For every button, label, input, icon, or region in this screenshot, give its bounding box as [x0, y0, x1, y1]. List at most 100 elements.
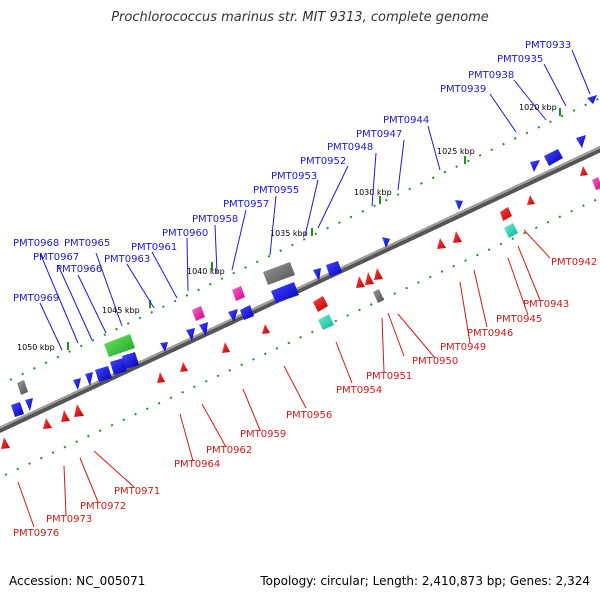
- gene-label[interactable]: PMT0973: [46, 514, 92, 525]
- gene-arrow: [576, 135, 586, 148]
- gene-block: [544, 149, 563, 166]
- gene-label[interactable]: PMT0949: [440, 342, 486, 353]
- genome-backbone: [0, 146, 600, 433]
- kbp-label: 1045 kbp: [102, 306, 140, 315]
- kbp-label: 1040 kbp: [187, 267, 225, 276]
- gene-label[interactable]: PMT0957: [223, 199, 269, 210]
- forward-leaders: [39, 49, 591, 351]
- gene-block: [11, 402, 24, 417]
- gene-arrow: [43, 418, 52, 429]
- gene-arrow: [313, 268, 321, 281]
- gene-arrow: [157, 372, 165, 383]
- gene-label[interactable]: PMT0961: [131, 242, 177, 253]
- gene-arrow: [74, 404, 84, 417]
- gene-block: [192, 306, 205, 321]
- gene-label[interactable]: PMT0960: [162, 228, 208, 239]
- gene-block: [232, 286, 245, 301]
- gene-block: [95, 366, 112, 382]
- gene-label[interactable]: PMT0946: [467, 328, 513, 339]
- gene-block: [263, 262, 295, 285]
- gene-label[interactable]: PMT0955: [253, 185, 299, 196]
- gene-block: [592, 177, 600, 190]
- gene-block: [110, 358, 127, 375]
- gene-arrow: [262, 324, 270, 334]
- reverse-tick-row: [4, 197, 600, 476]
- gene-block: [500, 207, 512, 221]
- gene-label[interactable]: PMT0966: [56, 264, 102, 275]
- gene-arrow: [374, 268, 383, 280]
- gene-label[interactable]: PMT0935: [497, 54, 543, 65]
- gene-block: [271, 282, 299, 303]
- gene-label[interactable]: PMT0948: [327, 142, 373, 153]
- gene-label[interactable]: PMT0938: [468, 70, 514, 81]
- gene-label[interactable]: PMT0954: [336, 385, 382, 396]
- gene-arrow: [587, 95, 597, 104]
- map-title: Prochlorococcus marinus str. MIT 9313, c…: [111, 10, 489, 25]
- gene-block: [373, 289, 384, 303]
- gene-label[interactable]: PMT0967: [33, 252, 79, 263]
- gene-arrow: [356, 276, 365, 288]
- forward-gene-labels[interactable]: PMT0933 PMT0935 PMT0938 PMT0939 PMT0944 …: [13, 40, 571, 304]
- gene-label[interactable]: PMT0952: [300, 156, 346, 167]
- kbp-label: 1025 kbp: [437, 147, 475, 156]
- gene-label[interactable]: PMT0964: [174, 459, 220, 470]
- genome-summary: Topology: circular; Length: 2,410,873 bp…: [260, 574, 590, 588]
- gene-block: [122, 352, 139, 369]
- gene-block: [326, 261, 342, 277]
- gene-arrow: [455, 200, 463, 210]
- reverse-gene-labels[interactable]: PMT0942 PMT0943 PMT0945 PMT0946 PMT0949 …: [13, 257, 597, 539]
- gene-label[interactable]: PMT0943: [523, 299, 569, 310]
- gene-block: [504, 223, 518, 238]
- gene-label[interactable]: PMT0939: [440, 84, 486, 95]
- gene-arrow: [382, 237, 390, 248]
- kbp-label: 1035 kbp: [270, 229, 308, 238]
- gene-arrow: [186, 328, 195, 341]
- gene-arrow: [365, 272, 374, 285]
- reverse-genes[interactable]: [1, 166, 600, 449]
- accession-text: Accession: NC_005071: [9, 574, 146, 588]
- gene-arrow: [228, 309, 238, 322]
- gene-label[interactable]: PMT0963: [104, 254, 150, 265]
- kbp-label: 1050 kbp: [17, 343, 55, 352]
- gene-label[interactable]: PMT0953: [271, 171, 317, 182]
- gene-block: [240, 305, 254, 320]
- gene-label[interactable]: PMT0962: [206, 445, 252, 456]
- gene-arrow: [453, 231, 462, 243]
- gene-arrow: [85, 372, 93, 386]
- gene-label[interactable]: PMT0971: [114, 486, 160, 497]
- gene-label[interactable]: PMT0951: [366, 371, 412, 382]
- gene-arrow: [222, 342, 230, 353]
- forward-tick-row: [9, 97, 600, 381]
- gene-label[interactable]: PMT0968: [13, 238, 59, 249]
- gene-label[interactable]: PMT0944: [383, 115, 429, 126]
- gene-block: [313, 296, 328, 312]
- gene-block: [318, 314, 334, 330]
- gene-arrow: [160, 342, 168, 352]
- gene-label[interactable]: PMT0942: [551, 257, 597, 268]
- gene-arrow: [1, 437, 10, 449]
- gene-arrow: [199, 322, 208, 336]
- gene-label[interactable]: PMT0965: [64, 238, 110, 249]
- gene-arrow: [527, 195, 535, 205]
- gene-label[interactable]: PMT0933: [525, 40, 571, 51]
- gene-label[interactable]: PMT0950: [412, 356, 458, 367]
- gene-arrow: [180, 362, 188, 372]
- gene-label[interactable]: PMT0959: [240, 429, 286, 440]
- gene-arrow: [437, 238, 446, 249]
- gene-label[interactable]: PMT0956: [286, 410, 332, 421]
- gene-label[interactable]: PMT0958: [192, 214, 238, 225]
- gene-label[interactable]: PMT0976: [13, 528, 59, 539]
- forward-genes[interactable]: [11, 95, 597, 417]
- reverse-leaders: [17, 229, 551, 528]
- gene-arrow: [61, 410, 70, 422]
- gene-label[interactable]: PMT0947: [356, 129, 402, 140]
- gene-label[interactable]: PMT0969: [13, 293, 59, 304]
- kbp-label: 1020 kbp: [519, 103, 557, 112]
- gene-block: [104, 334, 135, 357]
- gene-label[interactable]: PMT0945: [496, 314, 542, 325]
- gene-arrow: [530, 160, 540, 172]
- gene-arrow: [73, 378, 81, 390]
- kbp-markers: 1020 kbp 1025 kbp 1030 kbp 1035 kbp 1040…: [17, 103, 561, 352]
- gene-label[interactable]: PMT0972: [80, 501, 126, 512]
